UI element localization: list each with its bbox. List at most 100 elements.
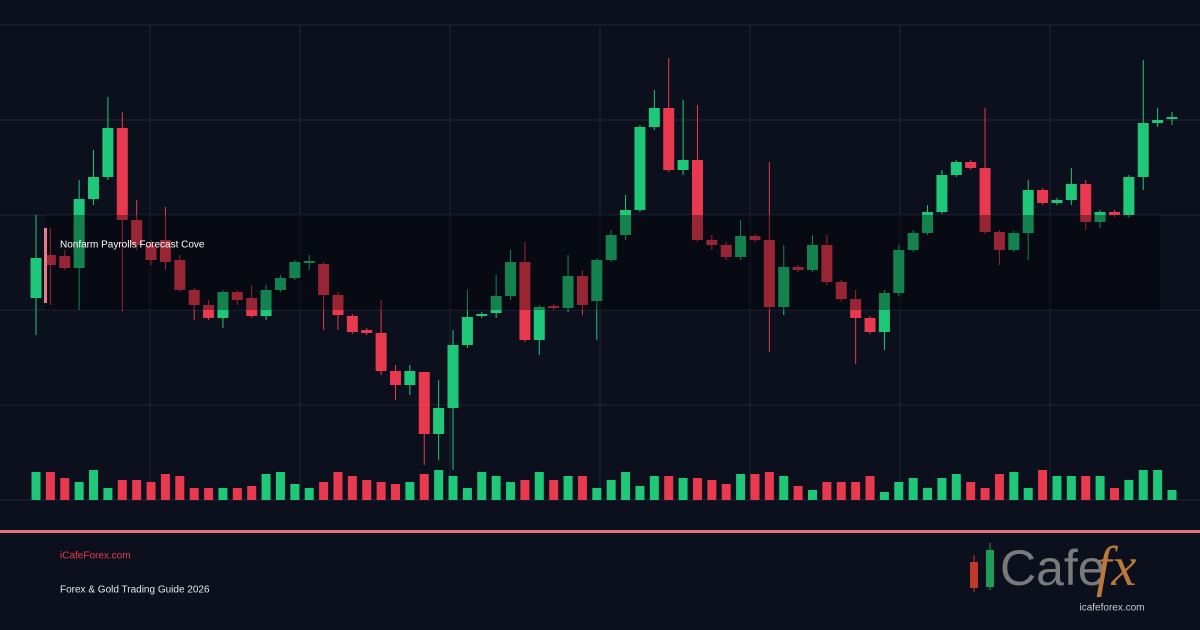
candle-body: [778, 267, 790, 307]
volume-bar: [60, 478, 70, 500]
volume-bar: [577, 476, 587, 500]
candle-body: [59, 256, 71, 268]
candle-body: [159, 240, 171, 262]
volume-bar: [405, 482, 415, 500]
volume-bar: [1052, 476, 1062, 500]
candles: [30, 58, 1178, 500]
volume-bar: [1167, 490, 1177, 500]
volume-bar: [563, 476, 573, 500]
volume-bar: [204, 488, 214, 500]
volume-bar: [836, 482, 846, 500]
candle-body: [864, 318, 876, 332]
volume-bar: [750, 474, 760, 500]
logo-url: icafeforex.com: [1079, 603, 1144, 614]
volume-bar: [692, 478, 702, 500]
volume-bar: [707, 480, 717, 500]
volume-bar: [362, 480, 372, 500]
candle-body: [792, 267, 804, 270]
volume-bar: [851, 482, 861, 500]
candle-body: [203, 305, 215, 318]
volume-bar: [89, 470, 99, 500]
volume-bar: [117, 480, 127, 500]
candle-body: [850, 299, 862, 318]
candle-body: [418, 372, 430, 434]
volume-bar: [1124, 480, 1134, 500]
volume-bar: [621, 472, 631, 500]
candle-body: [231, 292, 243, 300]
candle-body: [361, 330, 373, 333]
tagline: Forex & Gold Trading Guide 2026: [60, 585, 210, 596]
volume-bar: [218, 488, 228, 500]
volume-bar: [635, 486, 645, 500]
candle-body: [1152, 120, 1164, 123]
candle-body: [720, 245, 732, 257]
candle-body: [73, 199, 85, 268]
volume-bar: [1153, 470, 1163, 500]
site: iCafeForex.com: [60, 551, 131, 562]
candle-body: [1008, 233, 1020, 250]
candle-body: [116, 128, 128, 220]
candle-body: [878, 293, 890, 332]
candle-body: [634, 127, 646, 210]
candle-body: [1080, 184, 1092, 222]
volume-bar: [506, 482, 516, 500]
candle-body: [677, 160, 689, 170]
volume-bar: [74, 482, 84, 500]
candle-body: [289, 262, 301, 278]
volume-bar: [376, 482, 386, 500]
candle-body: [749, 236, 761, 240]
volume-bar: [477, 472, 487, 500]
candle-body: [174, 260, 186, 290]
volume-bar: [649, 476, 659, 500]
volume-bar: [908, 478, 918, 500]
volume-bar: [31, 472, 41, 500]
volume-bar: [448, 476, 458, 500]
candle-body: [1037, 190, 1049, 203]
candle-body: [950, 162, 962, 175]
volume-bar: [808, 490, 818, 500]
candle-body: [1065, 184, 1077, 200]
candle-body: [447, 345, 459, 408]
volume-bar: [103, 488, 113, 500]
annotation-marker: [44, 228, 47, 303]
logo-icon: [970, 543, 994, 592]
candle-body: [706, 240, 718, 245]
candle-body: [979, 168, 991, 232]
candle-body: [763, 240, 775, 307]
divider: [0, 530, 1200, 533]
volume-bar: [664, 476, 674, 500]
volume-bar: [951, 474, 961, 500]
volume-bar: [261, 474, 271, 500]
volume-bar: [462, 488, 472, 500]
volume-bar: [1138, 470, 1148, 500]
candle-body: [1123, 177, 1135, 215]
volume-bar: [534, 472, 544, 500]
candle-body: [620, 210, 632, 235]
volume-bar: [132, 480, 142, 500]
volume-bar: [390, 484, 400, 500]
candle-body: [1108, 212, 1120, 215]
volume-bar: [764, 472, 774, 500]
candle-body: [332, 295, 344, 315]
volume-bar: [736, 474, 746, 500]
candle-body: [217, 292, 229, 318]
volume-bar: [721, 484, 731, 500]
volume-bar: [275, 472, 285, 500]
logo-mark: fx: [1096, 536, 1137, 598]
candle-body: [519, 262, 531, 340]
candle-body: [922, 212, 934, 233]
candle-body: [461, 317, 473, 345]
candle-body: [807, 245, 819, 270]
candle-body: [1137, 123, 1149, 177]
candle-body: [1022, 190, 1034, 233]
volume-bar: [822, 482, 832, 500]
candle-body: [605, 235, 617, 260]
volume-bar: [549, 480, 559, 500]
candle-body: [102, 128, 114, 177]
candle-body: [389, 371, 401, 385]
candle-body: [562, 276, 574, 308]
volume-bar: [45, 472, 55, 500]
annotation-zone: [45, 215, 1160, 310]
logo-word: Cafe: [1000, 540, 1106, 596]
